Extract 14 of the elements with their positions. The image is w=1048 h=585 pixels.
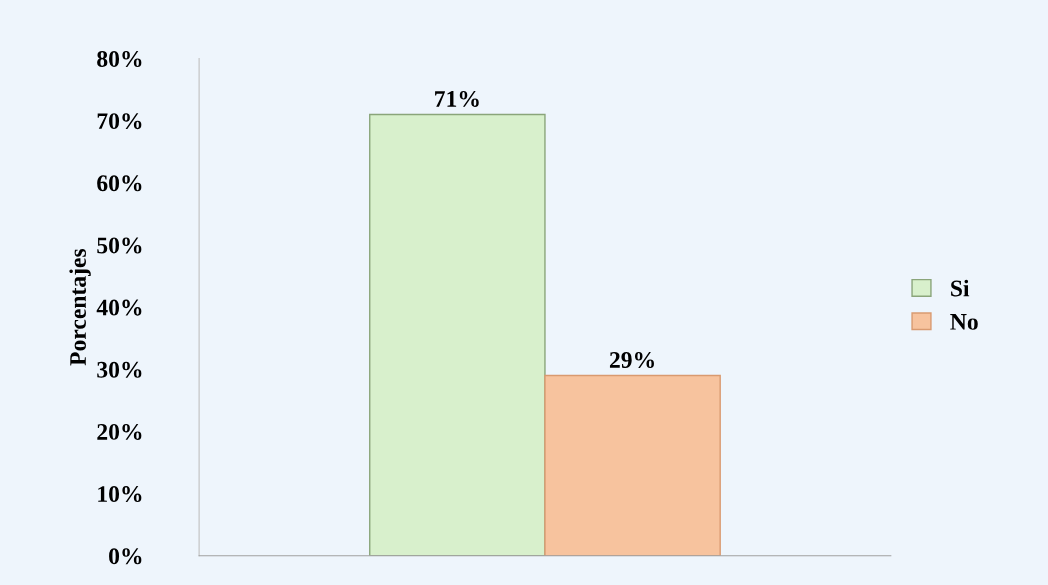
y-tick-label: 70% [97, 113, 142, 130]
data-label: 29% [609, 351, 654, 368]
legend-label: No [950, 314, 978, 330]
y-tick-label: 80% [97, 50, 142, 67]
y-tick-label: 0% [109, 548, 142, 565]
y-tick-label: 40% [96, 299, 142, 316]
y-axis-title: Porcentajes [69, 248, 91, 366]
y-tick-label: 60% [97, 175, 142, 192]
legend-label: Si [951, 279, 970, 297]
y-tick-label: 50% [97, 237, 142, 254]
y-tick-label: 30% [97, 361, 142, 378]
data-label: 71% [435, 90, 479, 107]
y-tick-label: 20% [97, 423, 142, 440]
y-tick-label: 10% [98, 486, 142, 503]
